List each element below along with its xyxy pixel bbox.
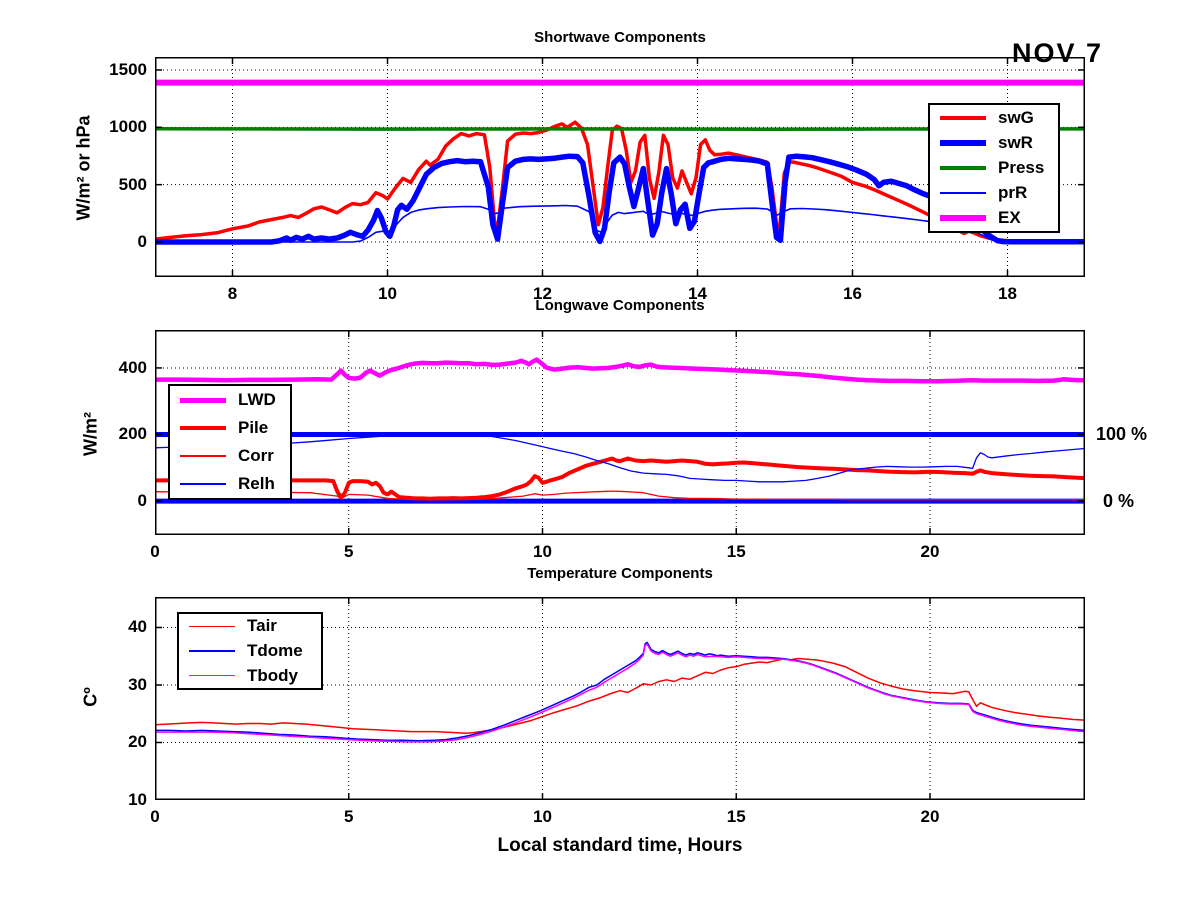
legend-item-Tair: Tair [179, 614, 321, 639]
x-tick-label: 10 [533, 807, 552, 826]
x-tick-label: 20 [920, 807, 940, 826]
y-tick-label: 400 [118, 357, 147, 377]
legend-line-icon [940, 165, 986, 170]
y-tick-label: 40 [128, 617, 147, 637]
x-tick-label: 5 [344, 807, 354, 826]
legend-item-swR: swR [930, 130, 1058, 155]
date-label: NOV 7 [1012, 38, 1104, 68]
legend-line-icon [189, 625, 235, 628]
y-tick-label: 1500 [109, 59, 147, 79]
x-tick-label: 15 [726, 542, 746, 561]
x-tick-label: 10 [378, 284, 397, 303]
legend-label: Tdome [247, 640, 303, 660]
legend-line-icon [189, 674, 235, 677]
legend-temperature: Tair Tdome Tbody [177, 612, 323, 690]
x-tick-label: 10 [533, 542, 552, 561]
legend-line-icon [189, 650, 235, 652]
right-axis-label: 100 % [1096, 424, 1148, 445]
legend-item-Tdome: Tdome [179, 639, 321, 664]
y-tick-label: 1000 [109, 117, 147, 137]
y-tick-label: 20 [128, 732, 147, 752]
plot-temperature [155, 597, 1085, 800]
legend-label: swR [998, 132, 1033, 152]
series-Tbody [155, 643, 1085, 743]
axes-border [155, 57, 1085, 277]
legend-line-icon [180, 425, 226, 431]
x-tick-label: 18 [998, 284, 1017, 303]
right-axis-label: 0 % [1103, 491, 1135, 512]
plot-shortwave [155, 57, 1085, 277]
series-prR [155, 204, 1085, 243]
legend-label: Pile [238, 418, 269, 437]
x-tick-label: 20 [920, 542, 940, 561]
legend-longwave: LWD Pile Corr Relh [168, 384, 292, 500]
series-Corr [155, 490, 1085, 501]
series-swR [155, 153, 1085, 245]
legend-label: LWD [238, 390, 276, 409]
plot-longwave [155, 330, 1085, 535]
legend-line-icon [940, 139, 986, 146]
series-Tair [155, 657, 1085, 735]
legend-item-prR: prR [930, 181, 1058, 206]
legend-item-Relh: Relh [170, 470, 290, 498]
series-LWD [155, 357, 1085, 384]
x-tick-label: 16 [843, 284, 862, 303]
title-temperature: Temperature Components [527, 565, 713, 582]
legend-item-LWD: LWD [170, 386, 290, 414]
legend-label: Press [998, 157, 1045, 177]
x-tick-label: 0 [150, 542, 160, 561]
series-Relh [155, 433, 1085, 483]
legend-label: prR [998, 183, 1028, 203]
legend-label: Tbody [247, 665, 298, 685]
legend-line-icon [940, 115, 986, 120]
axes-border [155, 597, 1085, 800]
legend-item-Tbody: Tbody [179, 663, 321, 688]
legend-line-icon [940, 215, 986, 222]
y-tick-label: 0 [137, 232, 147, 252]
y-tick-label: 200 [118, 424, 147, 444]
legend-label: EX [998, 208, 1021, 228]
axes-border [155, 330, 1085, 535]
legend-shortwave: swG swR Press prR EX [928, 103, 1060, 233]
y-tick-label: 10 [128, 790, 147, 809]
title-shortwave: Shortwave Components [534, 29, 706, 46]
legend-line-icon [940, 192, 986, 195]
legend-item-Corr: Corr [170, 442, 290, 470]
title-longwave: Longwave Components [535, 297, 705, 314]
x-tick-label: 0 [150, 807, 160, 826]
legend-item-Pile: Pile [170, 414, 290, 442]
xlabel-time: Local standard time, Hours [497, 835, 743, 856]
legend-line-icon [180, 455, 226, 457]
legend-label: swG [998, 107, 1034, 127]
x-tick-label: 5 [344, 542, 354, 561]
x-tick-label: 14 [688, 284, 707, 303]
y-tick-label: 0 [137, 491, 147, 511]
legend-label: Corr [238, 446, 274, 465]
legend-item-swG: swG [930, 105, 1058, 130]
x-tick-label: 12 [533, 284, 552, 303]
y-tick-label: 30 [128, 674, 147, 694]
x-tick-label: 15 [726, 807, 746, 826]
legend-label: Relh [238, 474, 275, 493]
x-tick-label: 8 [227, 284, 238, 303]
legend-line-icon [180, 483, 226, 485]
legend-item-EX: EX [930, 206, 1058, 231]
y-tick-label: 500 [118, 174, 147, 194]
legend-line-icon [180, 397, 226, 403]
legend-label: Tair [247, 616, 277, 636]
legend-item-Press: Press [930, 155, 1058, 180]
